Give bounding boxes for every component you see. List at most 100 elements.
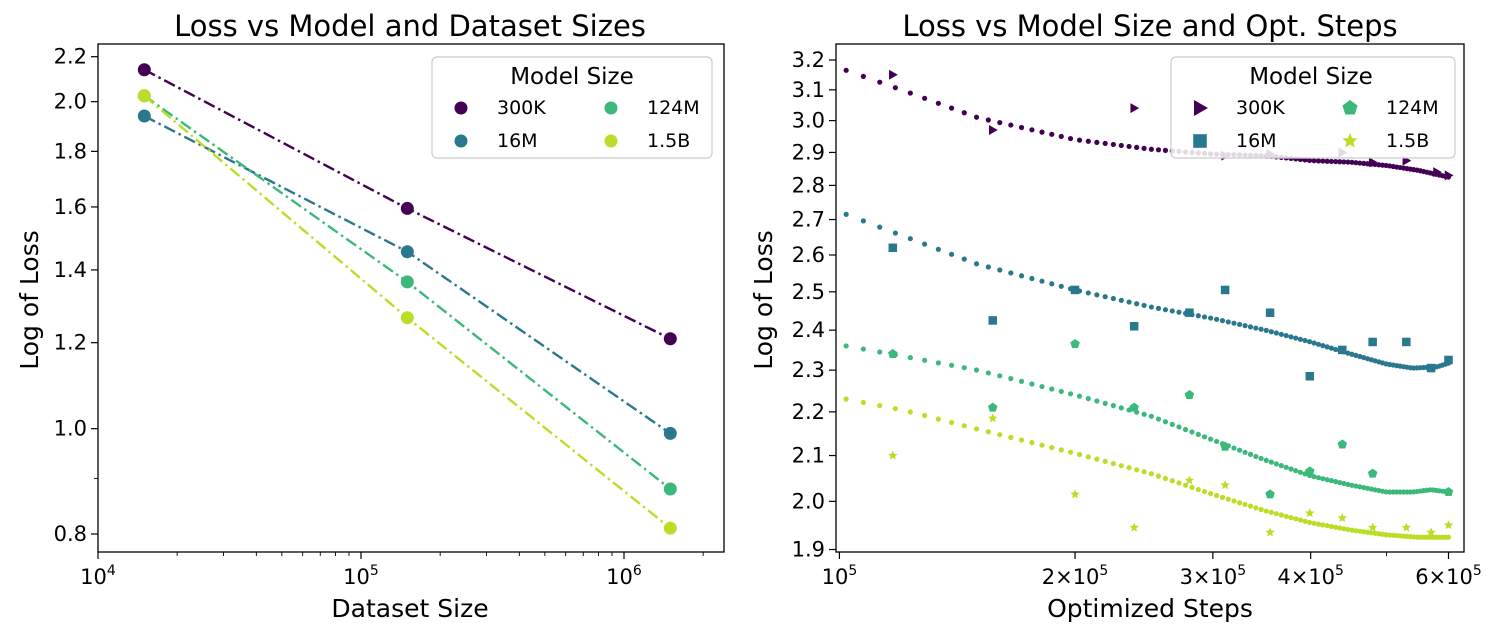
trend-point-124m — [1315, 475, 1322, 481]
series-124m — [843, 338, 1454, 499]
trend-point-124m — [1029, 381, 1035, 387]
trend-point-124m — [1297, 469, 1303, 475]
y-tick-label-0-8: 0.8 — [54, 522, 87, 546]
data-point-300k — [1433, 167, 1442, 178]
y-tick-label-2-2: 2.2 — [792, 400, 825, 424]
trend-point-300k — [1349, 159, 1355, 165]
data-point-124m — [1367, 468, 1378, 478]
series-16m — [843, 211, 1453, 381]
trend-point-16m — [1236, 321, 1243, 328]
trend-point-124m — [860, 346, 866, 352]
trend-point-16m — [907, 236, 913, 242]
trend-point-16m — [1273, 330, 1279, 336]
trend-point-16m — [1039, 278, 1045, 284]
trend-point-124m — [1283, 464, 1289, 470]
data-point-16m — [988, 316, 998, 325]
trend-point-300k — [1148, 146, 1154, 152]
trend-point-300k — [922, 95, 928, 101]
trend-point-1-5b — [1320, 522, 1326, 528]
trend-point-124m — [1357, 484, 1363, 490]
data-point-1-5b — [1184, 475, 1195, 485]
trend-point-124m — [1345, 481, 1351, 488]
data-point-16m — [1402, 337, 1411, 347]
trend-point-124m — [1214, 438, 1220, 445]
x-axis-label: Dataset Size — [331, 594, 488, 623]
legend-label-300k: 300K — [497, 97, 546, 119]
trend-point-1-5b — [1306, 519, 1313, 526]
trend-point-124m — [1324, 477, 1330, 483]
legend-title: Model Size — [510, 64, 634, 90]
trend-point-124m — [1162, 419, 1169, 425]
trend-point-16m — [1110, 295, 1116, 302]
data-point-124m — [988, 402, 998, 412]
trend-point-16m — [1247, 324, 1254, 330]
trend-point-1-5b — [1364, 529, 1371, 535]
data-point-1-5b — [1401, 522, 1412, 532]
trend-point-300k — [1333, 158, 1339, 165]
trend-point-300k — [1049, 131, 1055, 137]
trend-point-16m — [1283, 332, 1289, 339]
trend-point-1-5b — [1361, 529, 1367, 535]
trend-point-300k — [1337, 159, 1343, 165]
trend-point-16m — [1345, 350, 1351, 356]
trend-point-124m — [1102, 400, 1108, 406]
series-300k — [137, 63, 677, 346]
trend-point-1-5b — [1094, 456, 1100, 462]
trend-point-1-5b — [1278, 512, 1284, 518]
series-1-5b — [843, 396, 1454, 540]
trend-point-16m — [1297, 336, 1303, 342]
y-tick-label-2-4: 2.4 — [792, 318, 825, 342]
trend-point-124m — [1094, 398, 1100, 404]
trend-point-124m — [1076, 393, 1083, 399]
trend-point-300k — [907, 90, 913, 96]
trend-point-1-5b — [1102, 458, 1108, 464]
trend-point-300k — [948, 105, 955, 111]
trend-point-1-5b — [935, 416, 941, 422]
legend-label-16m: 16M — [497, 130, 538, 152]
data-point-16m — [137, 109, 151, 123]
trend-point-16m — [1258, 326, 1264, 332]
trend-point-300k — [1320, 158, 1326, 164]
trend-point-1-5b — [1353, 528, 1359, 534]
plot-frame — [835, 43, 1465, 553]
chart-title: Loss vs Model Size and Opt. Steps — [902, 9, 1397, 43]
data-point-1-5b — [1426, 527, 1436, 537]
trend-point-124m — [1058, 388, 1064, 395]
data-point-1-5b — [663, 521, 677, 535]
trend-point-124m — [973, 367, 980, 373]
trend-point-16m — [935, 246, 941, 252]
trend-point-124m — [1337, 479, 1343, 486]
trend-point-300k — [1345, 159, 1351, 165]
trend-point-16m — [985, 264, 991, 270]
trend-point-300k — [1361, 160, 1367, 166]
trend-point-300k — [935, 100, 941, 106]
trend-point-124m — [961, 365, 967, 371]
trend-point-1-5b — [948, 419, 955, 426]
trend-point-124m — [1293, 468, 1299, 474]
data-point-124m — [1443, 487, 1454, 497]
trend-point-1-5b — [973, 426, 980, 432]
trend-point-300k — [1076, 137, 1083, 143]
trend-point-124m — [843, 343, 849, 349]
trend-point-124m — [1008, 376, 1014, 382]
y-tick-label-1-2: 1.2 — [54, 331, 87, 355]
trend-point-16m — [997, 267, 1003, 273]
trend-point-16m — [922, 241, 928, 247]
trend-point-16m — [1148, 304, 1154, 310]
trend-point-1-5b — [922, 413, 928, 419]
data-point-1-5b — [1070, 489, 1080, 499]
trend-point-16m — [1293, 335, 1299, 341]
trend-point-124m — [1258, 455, 1264, 462]
data-point-16m — [1185, 308, 1194, 317]
trend-point-1-5b — [1253, 505, 1259, 511]
trend-point-16m — [1253, 325, 1259, 331]
trend-point-124m — [1247, 451, 1254, 457]
trend-point-16m — [1094, 292, 1100, 298]
trend-point-16m — [1225, 319, 1231, 325]
legend-marker-124m — [604, 101, 618, 115]
trend-point-16m — [961, 256, 967, 262]
trend-point-300k — [1118, 142, 1124, 149]
data-point-16m — [1426, 363, 1436, 373]
trend-point-1-5b — [1208, 490, 1214, 497]
trend-point-300k — [985, 117, 991, 123]
